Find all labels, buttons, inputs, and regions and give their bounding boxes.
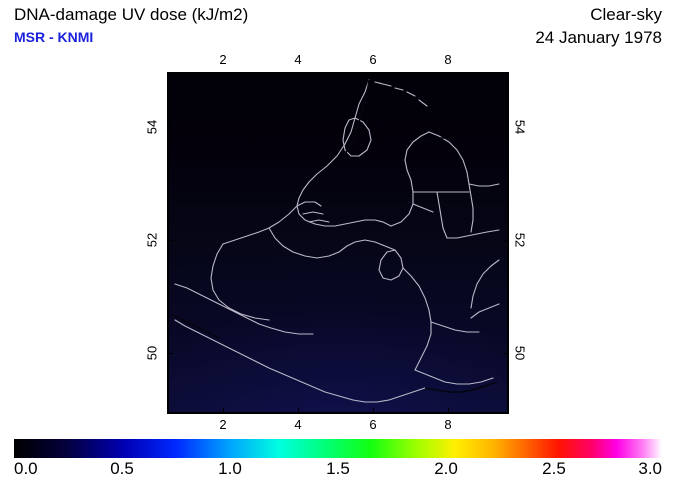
page-title: DNA-damage UV dose (kJ/m2) bbox=[14, 5, 249, 24]
axis-label-y-left-50: 50 bbox=[144, 345, 160, 361]
colorbar-tick-5: 2.5 bbox=[542, 459, 566, 478]
axis-label-x-bottom-2: 6 bbox=[369, 417, 377, 432]
colorbar-gradient bbox=[14, 439, 662, 458]
colorbar bbox=[14, 439, 662, 458]
tick-x-top-8 bbox=[448, 72, 449, 78]
sky-condition-label: Clear-sky bbox=[590, 5, 662, 24]
tick-x-bottom-2 bbox=[223, 408, 224, 414]
date-label: 24 January 1978 bbox=[535, 28, 662, 47]
colorbar-tick-4: 2.0 bbox=[434, 459, 458, 478]
axis-label-y-left-52: 52 bbox=[144, 232, 160, 248]
tick-x-top-6 bbox=[373, 72, 374, 78]
colorbar-tick-2: 1.0 bbox=[218, 459, 242, 478]
tick-y-right-50 bbox=[503, 353, 509, 354]
uv-dose-map bbox=[167, 72, 509, 414]
axis-label-x-bottom-0: 2 bbox=[219, 417, 227, 432]
colorbar-tick-0: 0.0 bbox=[14, 459, 38, 478]
axis-label-y-left-54: 54 bbox=[144, 119, 160, 135]
axis-label-x-top-1: 4 bbox=[294, 52, 302, 67]
tick-y-right-52 bbox=[503, 240, 509, 241]
colorbar-tick-3: 1.5 bbox=[326, 459, 350, 478]
axis-label-x-top-2: 6 bbox=[369, 52, 377, 67]
tick-y-left-54 bbox=[167, 127, 173, 128]
coastline-overlay bbox=[170, 79, 500, 403]
tick-y-left-52 bbox=[167, 240, 173, 241]
axis-label-y-right-52: 52 bbox=[512, 232, 528, 248]
axis-label-x-bottom-3: 8 bbox=[444, 417, 452, 432]
tick-x-bottom-6 bbox=[373, 408, 374, 414]
axis-label-y-right-50: 50 bbox=[512, 345, 528, 361]
tick-x-bottom-8 bbox=[448, 408, 449, 414]
tick-x-top-2 bbox=[223, 72, 224, 78]
colorbar-tick-6: 3.0 bbox=[638, 459, 662, 478]
tick-y-right-54 bbox=[503, 127, 509, 128]
tick-x-bottom-4 bbox=[298, 408, 299, 414]
institution-label: MSR - KNMI bbox=[14, 29, 94, 45]
axis-label-x-bottom-1: 4 bbox=[294, 417, 302, 432]
tick-y-left-50 bbox=[167, 353, 173, 354]
axis-label-x-top-3: 8 bbox=[444, 52, 452, 67]
axis-label-y-right-54: 54 bbox=[512, 119, 528, 135]
tick-x-top-4 bbox=[298, 72, 299, 78]
colorbar-tick-1: 0.5 bbox=[110, 459, 134, 478]
axis-label-x-top-0: 2 bbox=[219, 52, 227, 67]
